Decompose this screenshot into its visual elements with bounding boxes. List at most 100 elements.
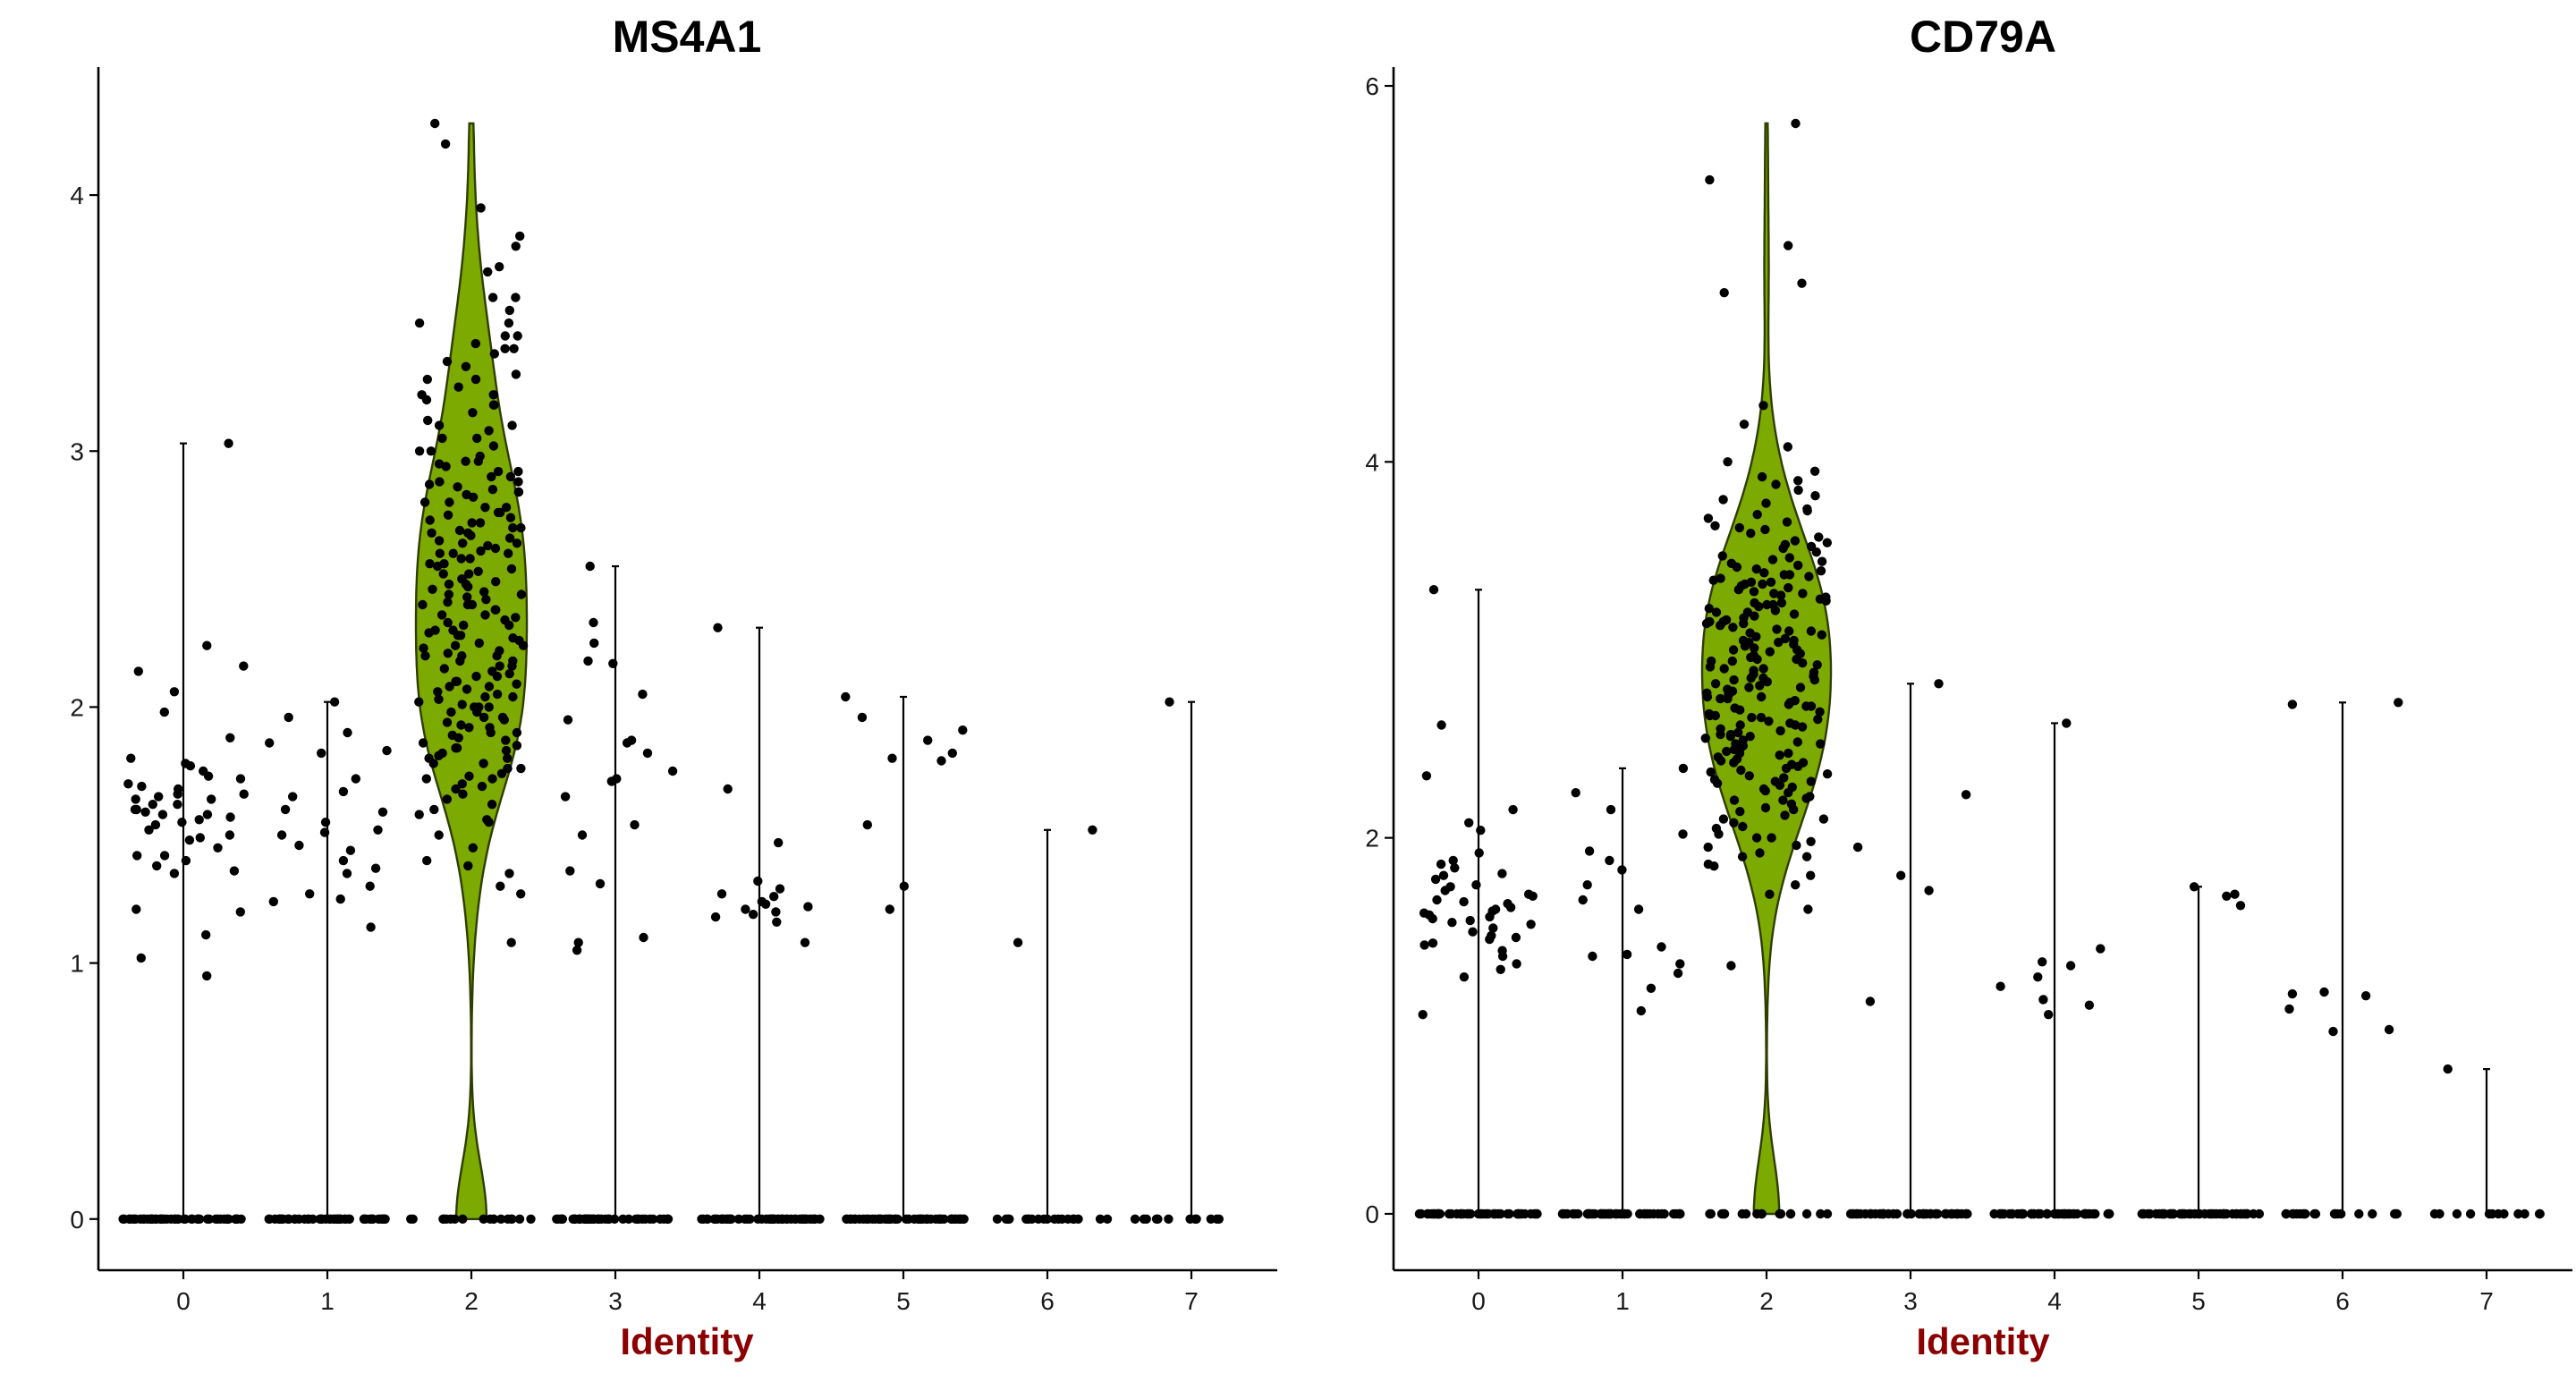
cell-point — [181, 759, 191, 768]
cell-point — [2185, 1209, 2196, 1219]
cell-point — [131, 904, 141, 914]
cell-point — [477, 781, 487, 792]
cell-point — [1738, 821, 1748, 832]
cell-point — [1767, 555, 1778, 564]
cell-point — [511, 369, 521, 379]
cell-point — [1812, 660, 1822, 670]
cell-point — [1822, 1209, 1833, 1219]
cell-point — [462, 592, 472, 602]
cell-point — [1744, 683, 1754, 692]
cell-point — [294, 1214, 304, 1225]
cell-point — [470, 338, 480, 349]
cell-point — [501, 735, 511, 745]
cell-point — [488, 390, 498, 400]
cell-point — [1801, 1209, 1812, 1219]
cell-point — [202, 810, 213, 819]
cell-point — [1784, 626, 1794, 636]
x-tick-label: 7 — [2479, 1287, 2494, 1315]
cell-point — [1646, 983, 1657, 994]
cell-point — [154, 792, 164, 802]
cell-point — [1758, 673, 1768, 683]
violin-panel-ms4a1: MS4A1 0 1 2 3 4 0 1 2 3 4 5 6 7 Identity — [70, 12, 1277, 1362]
cell-point — [1767, 833, 1776, 843]
cell-point — [1513, 1209, 1524, 1219]
cell-point — [480, 610, 490, 620]
cell-point — [1713, 752, 1724, 762]
cell-point — [1736, 765, 1746, 776]
cell-point — [1678, 763, 1689, 774]
x-tick-label: 2 — [1759, 1287, 1774, 1315]
cell-point — [846, 1214, 856, 1225]
cell-point — [418, 599, 428, 610]
cell-point — [2096, 944, 2106, 954]
cell-point — [443, 617, 453, 628]
cell-point — [1428, 585, 1439, 595]
x-tick-label: 7 — [1184, 1287, 1199, 1315]
cell-point — [1789, 635, 1799, 646]
cell-point — [1744, 637, 1754, 648]
cell-point — [1617, 865, 1627, 875]
cell-point — [140, 1214, 149, 1225]
cell-point — [1729, 818, 1739, 827]
cell-point — [493, 466, 504, 477]
cell-point — [716, 1214, 726, 1225]
cell-point — [1780, 633, 1791, 644]
cell-point — [513, 331, 522, 341]
cell-point — [475, 451, 485, 462]
cell-point — [173, 800, 182, 810]
cell-point — [194, 1214, 205, 1225]
cell-point — [1673, 968, 1683, 979]
cell-point — [1758, 664, 1768, 674]
cell-point — [1659, 1209, 1669, 1219]
cell-point — [506, 1214, 516, 1225]
cell-point — [633, 1214, 643, 1225]
cell-point — [343, 727, 352, 738]
cell-point — [1810, 491, 1820, 501]
cell-point — [595, 878, 606, 889]
cell-point — [1793, 476, 1803, 486]
cell-point — [435, 548, 445, 558]
cell-point — [697, 1214, 707, 1225]
cell-point — [1775, 780, 1785, 790]
cell-point — [1723, 693, 1733, 704]
cell-point — [512, 741, 522, 751]
cell-point — [501, 503, 512, 513]
cell-point — [496, 768, 507, 778]
cell-point — [1703, 859, 1714, 869]
cell-point — [420, 651, 430, 661]
cell-point — [1708, 575, 1718, 585]
cell-point — [1718, 616, 1728, 627]
cell-point — [753, 1214, 763, 1225]
cell-point — [500, 344, 510, 353]
x-tick-label: 6 — [2335, 1287, 2350, 1315]
cell-point — [513, 477, 523, 487]
cell-point — [504, 669, 514, 679]
cell-point — [1771, 479, 1781, 489]
cell-point — [800, 937, 810, 947]
cell-point — [1571, 788, 1580, 798]
cell-point — [1496, 1209, 1505, 1219]
cell-point — [2084, 1000, 2095, 1010]
cell-point — [1817, 630, 1827, 640]
cell-point — [195, 833, 205, 843]
cell-point — [1797, 278, 1807, 288]
cell-point — [1102, 1214, 1113, 1225]
cell-point — [1573, 1209, 1583, 1219]
cell-point — [2033, 972, 2043, 982]
cell-point — [1780, 810, 1790, 820]
cell-point — [1488, 1209, 1499, 1219]
cell-point — [462, 489, 471, 500]
cell-point — [506, 937, 516, 947]
cell-point — [468, 843, 478, 852]
cell-point — [2218, 1209, 2228, 1219]
cell-point — [1783, 442, 1793, 452]
cell-point — [1798, 589, 1808, 598]
cell-point — [1438, 870, 1449, 880]
cell-point — [464, 569, 474, 579]
cell-point — [1464, 818, 1474, 827]
cell-point — [225, 830, 235, 840]
cell-point — [374, 1214, 384, 1225]
cell-point — [1726, 558, 1737, 568]
cell-point — [2044, 1010, 2054, 1020]
cell-point — [1710, 521, 1720, 530]
